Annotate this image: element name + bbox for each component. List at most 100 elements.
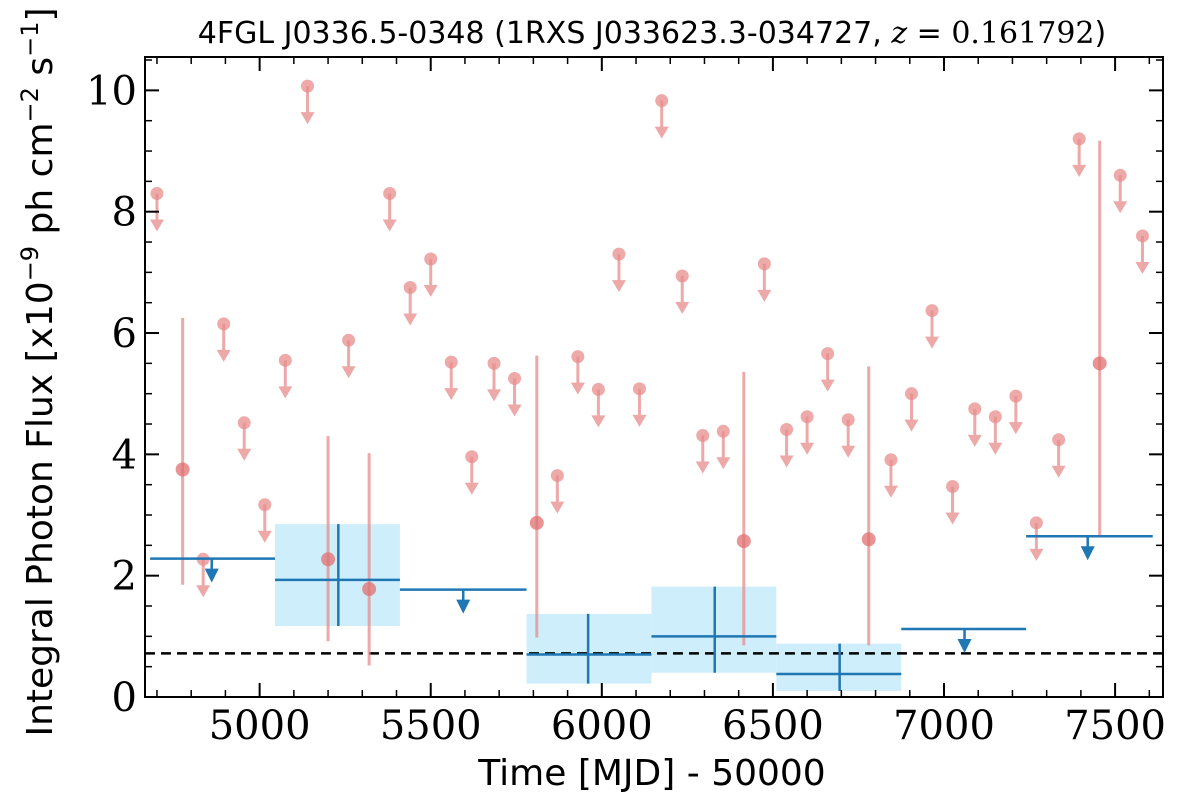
monthly-upper-limit-arrow-head: [550, 501, 565, 514]
monthly-upper-limit-10: [423, 252, 438, 298]
monthly-upper-limit-29: [883, 453, 898, 498]
monthly-upper-limit-0: [149, 186, 164, 232]
x-tick-label: 5500: [380, 703, 482, 749]
binned-upper-limit-2: [901, 627, 1027, 654]
monthly-upper-limit-arrow: [654, 100, 669, 139]
monthly-detection-0: [175, 317, 190, 585]
monthly-upper-limit-24: [757, 257, 772, 302]
monthly-upper-limit-39: [1113, 168, 1128, 214]
monthly-upper-limit-15: [550, 469, 565, 514]
monthly-upper-limit-arrow: [216, 323, 231, 362]
monthly-upper-limit-arrow-head: [1029, 548, 1044, 561]
monthly-upper-limit-arrow-head: [695, 461, 710, 474]
monthly-upper-limit-arrow-head: [591, 415, 606, 428]
axes-frame: [144, 56, 1164, 698]
monthly-upper-limit-34: [988, 410, 1003, 455]
monthly-upper-limit-26: [800, 410, 815, 455]
monthly-upper-limit-arrow: [675, 275, 690, 314]
monthly-upper-limit-33: [967, 402, 982, 447]
monthly-upper-limit-arrow-head: [841, 445, 856, 458]
binned-detection-2: [651, 586, 777, 673]
monthly-upper-limit-13: [487, 356, 502, 402]
monthly-upper-limit-arrow-head: [945, 512, 960, 525]
monthly-upper-limit-21: [675, 269, 690, 314]
monthly-upper-limit-30: [904, 387, 919, 432]
monthly-upper-limit-arrow: [988, 416, 1003, 455]
binned-detection-3: [776, 643, 902, 691]
monthly-upper-limit-arrow: [237, 422, 252, 461]
monthly-detection-marker: [321, 552, 336, 567]
monthly-upper-limit-arrow: [779, 429, 794, 468]
monthly-upper-limit-19: [632, 382, 647, 427]
monthly-upper-limit-arrow: [341, 340, 356, 379]
monthly-upper-limit-arrow: [1072, 138, 1087, 177]
monthly-upper-limit-arrow-head: [820, 379, 835, 392]
monthly-detection-marker: [1092, 356, 1107, 371]
monthly-upper-limit-arrow: [1029, 522, 1044, 561]
monthly-upper-limit-2: [216, 317, 231, 362]
monthly-upper-limit-arrow-head: [779, 455, 794, 468]
monthly-upper-limit-arrow: [507, 378, 522, 417]
monthly-detection-marker: [175, 462, 190, 477]
plot-area: 5000 5500 6000 6500 7000 7500 0 2 4 6 8 10: [86, 56, 1166, 749]
monthly-upper-limit-arrow-head: [403, 313, 418, 326]
monthly-upper-limit-arrow-head: [632, 414, 647, 427]
monthly-detection-1: [321, 436, 336, 642]
monthly-upper-limit-31: [925, 304, 940, 349]
x-tick-label: 7500: [1064, 703, 1166, 749]
monthly-upper-limit-arrow-head: [257, 530, 272, 543]
monthly-upper-limit-28: [841, 413, 856, 458]
monthly-upper-limit-arrow-head: [800, 442, 815, 455]
monthly-upper-limit-arrow: [1113, 175, 1128, 214]
monthly-upper-limit-arrow: [757, 263, 772, 302]
monthly-upper-limit-arrow-head: [1008, 422, 1023, 435]
binned-detection-1: [526, 613, 652, 684]
monthly-upper-limit-arrow: [716, 431, 731, 470]
y-tick-label: 6: [112, 311, 137, 357]
monthly-upper-limit-8: [382, 186, 397, 232]
monthly-upper-limit-4: [257, 498, 272, 543]
monthly-upper-limit-arrow: [611, 254, 626, 293]
monthly-upper-limit-arrow-head: [444, 388, 459, 401]
monthly-upper-limit-35: [1008, 389, 1023, 435]
monthly-upper-limit-arrow-head: [487, 389, 502, 402]
monthly-upper-limit-22: [695, 429, 710, 474]
monthly-upper-limit-arrow-head: [570, 382, 585, 395]
binned-upper-limit-head: [957, 639, 972, 654]
monthly-upper-limit-arrow: [945, 486, 960, 525]
monthly-upper-limit-arrow-head: [716, 457, 731, 470]
monthly-upper-limit-arrow-head: [1135, 261, 1150, 274]
binned-upper-limit-0: [150, 557, 276, 583]
monthly-upper-limit-arrow-head: [757, 289, 772, 302]
monthly-detection-2: [362, 453, 377, 666]
monthly-upper-limit-arrow-head: [1113, 201, 1128, 214]
monthly-upper-limit-arrow: [841, 419, 856, 458]
monthly-upper-limit-arrow-head: [1072, 164, 1087, 177]
monthly-detection-6: [1092, 140, 1107, 537]
monthly-upper-limit-arrow-head: [300, 112, 315, 125]
monthly-upper-limit-6: [300, 79, 315, 125]
monthly-upper-limit-arrow-head: [883, 485, 898, 498]
monthly-upper-limit-arrow-head: [149, 219, 164, 232]
monthly-upper-limit-arrow-head: [464, 482, 479, 495]
monthly-upper-limit-arrow: [403, 287, 418, 326]
monthly-upper-limit-arrow: [423, 259, 438, 298]
monthly-upper-limit-arrow: [257, 504, 272, 543]
monthly-upper-limit-arrow-head: [382, 219, 397, 232]
monthly-upper-limit-arrow: [464, 456, 479, 495]
monthly-upper-limit-arrow-head: [925, 336, 940, 349]
y-tick-label: 10: [86, 68, 137, 114]
monthly-upper-limit-36: [1029, 516, 1044, 561]
monthly-upper-limit-arrow-head: [341, 366, 356, 379]
x-axis-label: Time [MJD] - 50000: [477, 753, 825, 794]
binned-upper-limit-head: [456, 599, 471, 614]
x-tick-label: 6000: [551, 703, 653, 749]
monthly-upper-limit-arrow: [695, 435, 710, 474]
monthly-upper-limit-arrow: [278, 360, 293, 399]
monthly-upper-limit-arrow: [904, 393, 919, 432]
monthly-upper-limit-arrow: [591, 389, 606, 428]
monthly-detection-3: [529, 355, 544, 638]
monthly-upper-limit-40: [1135, 229, 1150, 274]
monthly-upper-limit-arrow-head: [196, 585, 211, 598]
